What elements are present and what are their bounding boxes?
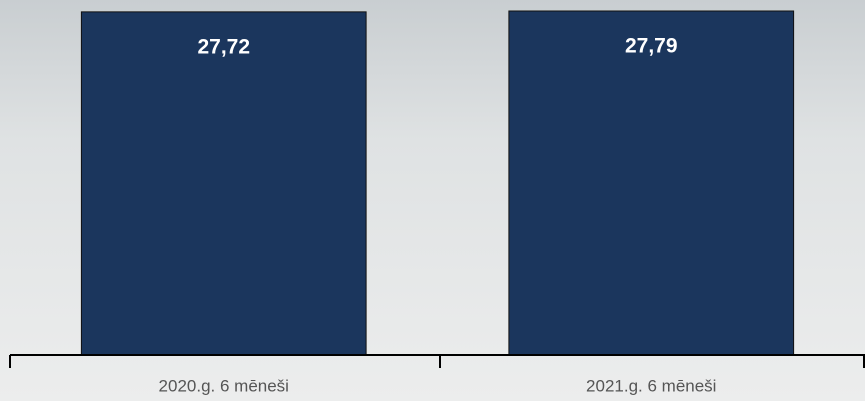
value-label: 27,79	[625, 35, 678, 58]
value-label: 27,72	[197, 35, 250, 58]
x-tick-label: 2021.g. 6 mēneši	[586, 376, 716, 395]
x-tick-label: 2020.g. 6 mēneši	[159, 376, 289, 395]
bar	[81, 12, 366, 355]
bar	[509, 11, 794, 355]
chart: 2020.g. 6 mēneši 27,72 2021.g. 6 mēneši 27,…	[0, 0, 865, 401]
